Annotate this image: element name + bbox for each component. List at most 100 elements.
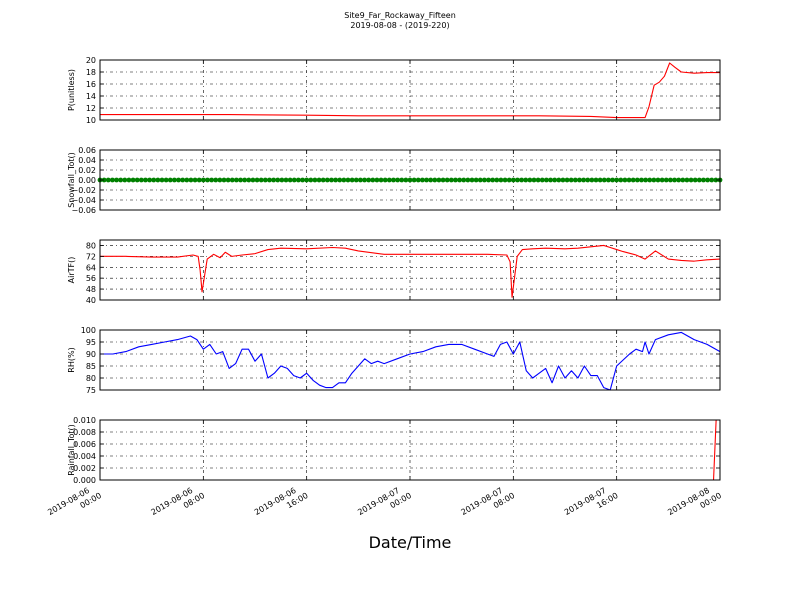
- series-point: [209, 177, 215, 183]
- series-point: [391, 177, 396, 183]
- series-point: [440, 177, 446, 183]
- series-point: [167, 177, 173, 183]
- y-tick-label: 0.04: [78, 156, 96, 165]
- y-tick-label: 0.008: [73, 428, 96, 437]
- series-point: [134, 177, 140, 183]
- series-point: [428, 177, 434, 183]
- series-point: [246, 177, 252, 183]
- series-point: [444, 177, 450, 183]
- y-tick-label: 0.02: [78, 166, 96, 175]
- series-point: [386, 177, 392, 183]
- series-point: [473, 177, 479, 183]
- series-line: [100, 244, 721, 298]
- series-point: [316, 177, 322, 183]
- y-tick-label: 16: [86, 80, 96, 89]
- series-point: [477, 177, 483, 183]
- series-point: [713, 177, 719, 183]
- x-axis-label: Date/Time: [368, 533, 452, 552]
- series-point: [655, 177, 661, 183]
- series-point: [432, 177, 438, 183]
- series-point: [217, 177, 223, 183]
- series-point: [494, 177, 500, 183]
- series-line: [100, 331, 721, 391]
- series-point: [453, 177, 458, 183]
- series-point: [341, 177, 347, 183]
- series-point: [225, 177, 231, 183]
- series-point: [614, 177, 620, 183]
- series-point: [188, 177, 194, 183]
- series-point: [291, 177, 297, 183]
- series-point: [205, 177, 210, 183]
- series-point: [535, 177, 541, 183]
- series-point: [647, 177, 653, 183]
- series-point: [424, 177, 429, 183]
- series-point: [490, 177, 496, 183]
- series-point: [548, 177, 553, 183]
- series-point: [114, 177, 119, 183]
- series-point: [159, 177, 165, 183]
- series-point: [465, 177, 471, 183]
- y-tick-label: 40: [86, 296, 96, 305]
- series-point: [238, 177, 243, 183]
- y-tick-label: 64: [86, 263, 96, 272]
- series-point: [370, 177, 376, 183]
- y-tick-label: 20: [86, 56, 96, 65]
- series-point: [672, 177, 677, 183]
- y-tick-label: −0.02: [71, 186, 96, 195]
- series-point: [329, 177, 334, 183]
- y-tick-label: 80: [86, 241, 96, 250]
- y-tick-label: 0.06: [78, 146, 96, 155]
- y-tick-label: 0.002: [73, 464, 96, 473]
- series-point: [618, 177, 624, 183]
- series-point: [411, 177, 417, 183]
- y-tick-label: 56: [86, 274, 96, 283]
- series-point: [184, 177, 190, 183]
- series-point: [324, 177, 330, 183]
- series-point: [353, 177, 359, 183]
- series-point: [510, 177, 516, 183]
- series-point: [279, 177, 285, 183]
- series-point: [531, 177, 537, 183]
- series-point: [589, 177, 595, 183]
- series-point: [382, 177, 388, 183]
- series-point: [482, 177, 487, 183]
- series-point: [634, 177, 640, 183]
- chart-title: Site9_Far_Rockaway_Fifteen: [344, 11, 456, 20]
- y-axis-label: P(unitless): [67, 69, 76, 111]
- series-point: [606, 177, 611, 183]
- series-point: [515, 177, 520, 183]
- series-point: [568, 177, 574, 183]
- series-point: [101, 177, 107, 183]
- series-point: [709, 177, 715, 183]
- series-point: [105, 177, 111, 183]
- series-point: [581, 177, 586, 183]
- y-tick-label: 12: [86, 104, 96, 113]
- series-point: [585, 177, 591, 183]
- series-point: [403, 177, 409, 183]
- series-point: [668, 177, 673, 183]
- series-point: [705, 177, 710, 183]
- series-point: [151, 177, 157, 183]
- series-point: [176, 177, 181, 183]
- series-point: [337, 177, 343, 183]
- series-point: [110, 177, 115, 183]
- series-point: [234, 177, 239, 183]
- series-point: [374, 177, 380, 183]
- series-point: [349, 177, 355, 183]
- series-point: [362, 177, 367, 183]
- series-point: [696, 177, 702, 183]
- y-axis-label: RH(%): [67, 347, 76, 372]
- series-point: [415, 177, 421, 183]
- series-point: [407, 177, 413, 183]
- y-axis-label: AirTF(): [67, 257, 76, 284]
- series-point: [275, 177, 281, 183]
- series-point: [610, 177, 615, 183]
- y-tick-label: 14: [86, 92, 96, 101]
- series-point: [643, 177, 648, 183]
- y-tick-label: 72: [86, 252, 96, 261]
- series-point: [192, 177, 198, 183]
- series-point: [242, 177, 248, 183]
- series-point: [519, 177, 524, 183]
- y-tick-label: 80: [86, 374, 96, 383]
- series-point: [213, 177, 219, 183]
